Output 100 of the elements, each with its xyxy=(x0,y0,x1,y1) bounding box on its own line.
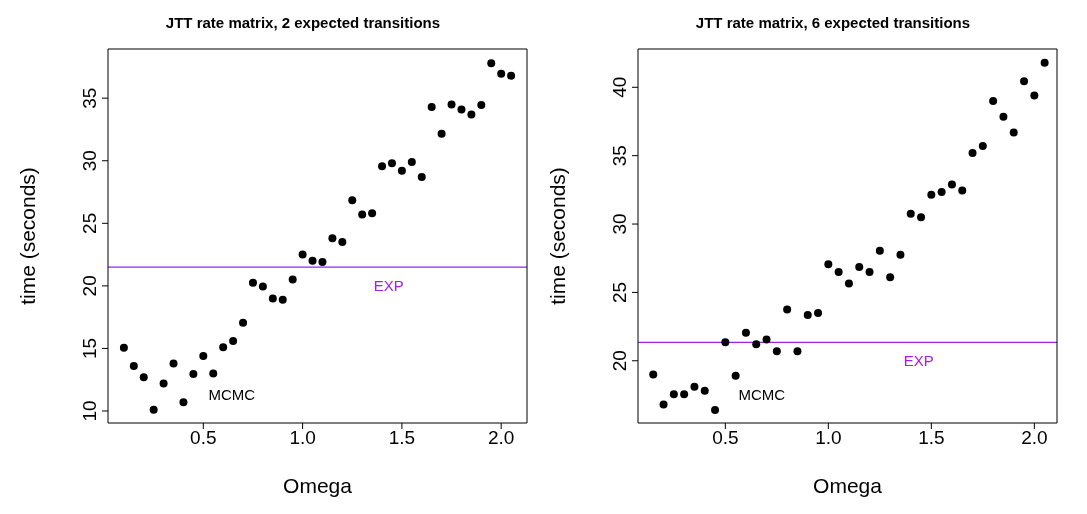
y-tick-label: 10 xyxy=(79,400,100,422)
point xyxy=(288,275,297,284)
point xyxy=(947,180,956,189)
point xyxy=(700,386,709,395)
point xyxy=(762,335,771,344)
point xyxy=(189,370,198,379)
point xyxy=(437,129,446,138)
point xyxy=(875,246,884,255)
y-tick-label: 35 xyxy=(79,87,100,109)
point xyxy=(417,173,426,181)
point xyxy=(179,398,188,407)
point xyxy=(958,186,967,195)
point xyxy=(1040,58,1049,67)
point xyxy=(407,157,416,166)
point xyxy=(229,336,238,345)
point xyxy=(328,234,337,243)
point xyxy=(358,210,367,219)
y-axis-title: time (seconds) xyxy=(16,167,40,305)
point xyxy=(1030,91,1039,100)
point xyxy=(239,318,248,327)
point xyxy=(169,359,178,368)
point xyxy=(159,379,168,388)
x-tick-label: 0.5 xyxy=(712,427,739,449)
x-tick-label: 1.5 xyxy=(388,427,416,449)
point xyxy=(803,310,812,319)
point xyxy=(814,308,823,317)
y-tick-label: 25 xyxy=(609,281,630,303)
point xyxy=(669,390,678,399)
point xyxy=(834,267,843,276)
point xyxy=(129,361,138,370)
x-tick-label: 1.0 xyxy=(815,427,842,449)
point xyxy=(487,59,496,68)
point xyxy=(308,256,317,265)
point xyxy=(721,338,730,347)
point xyxy=(741,328,750,337)
annotation: MCMC xyxy=(208,385,256,403)
point xyxy=(752,340,761,349)
point xyxy=(844,279,853,288)
point xyxy=(968,148,977,157)
point xyxy=(477,101,486,110)
point xyxy=(711,406,720,415)
point xyxy=(378,162,387,171)
point xyxy=(258,282,267,291)
point xyxy=(318,258,327,267)
point xyxy=(659,400,668,409)
point xyxy=(680,390,689,399)
point xyxy=(149,405,158,414)
point xyxy=(278,295,287,304)
point xyxy=(1020,77,1029,86)
x-axis-title: Omega xyxy=(813,474,883,497)
x-tick-label: 1.0 xyxy=(289,427,316,449)
x-axis-title: Omega xyxy=(283,474,353,497)
point xyxy=(298,250,307,259)
chart-title: JTT rate matrix, 2 expected transitions xyxy=(164,13,442,33)
point xyxy=(978,142,987,151)
point xyxy=(772,347,781,356)
point xyxy=(199,351,208,360)
point xyxy=(119,343,128,352)
y-tick-label: 30 xyxy=(609,213,630,235)
x-tick-label: 1.5 xyxy=(918,427,945,449)
point xyxy=(906,209,915,218)
y-tick-label: 30 xyxy=(79,150,100,172)
point xyxy=(649,370,658,379)
point xyxy=(467,110,476,119)
point xyxy=(999,112,1008,121)
point xyxy=(457,105,466,114)
point xyxy=(989,96,998,105)
y-tick-label: 20 xyxy=(79,275,100,297)
y-axis-title: time (seconds) xyxy=(546,167,570,305)
point xyxy=(219,343,228,352)
y-tick-label: 40 xyxy=(609,76,630,98)
ref-line-label: EXP xyxy=(373,277,404,295)
y-tick-label: 35 xyxy=(609,145,630,167)
point xyxy=(731,371,740,380)
point xyxy=(209,369,218,378)
point xyxy=(1009,128,1018,137)
x-tick-label: 2.0 xyxy=(1021,427,1048,449)
point xyxy=(865,267,874,276)
point xyxy=(896,250,905,259)
point xyxy=(139,373,148,382)
point xyxy=(507,71,516,80)
ref-line-label: EXP xyxy=(903,352,934,370)
point xyxy=(268,294,277,303)
point xyxy=(248,278,257,287)
point xyxy=(917,213,926,222)
point xyxy=(338,238,347,247)
point xyxy=(497,69,506,78)
x-tick-label: 2.0 xyxy=(487,427,515,449)
point xyxy=(783,305,792,314)
point xyxy=(427,102,436,111)
point xyxy=(855,263,864,272)
y-tick-label: 15 xyxy=(79,337,100,359)
point xyxy=(690,382,699,391)
point xyxy=(793,347,802,356)
point xyxy=(886,273,895,282)
y-tick-label: 25 xyxy=(79,212,100,234)
point xyxy=(447,100,456,109)
annotation: MCMC xyxy=(738,385,786,403)
x-tick-label: 0.5 xyxy=(190,427,217,449)
point xyxy=(824,260,833,269)
